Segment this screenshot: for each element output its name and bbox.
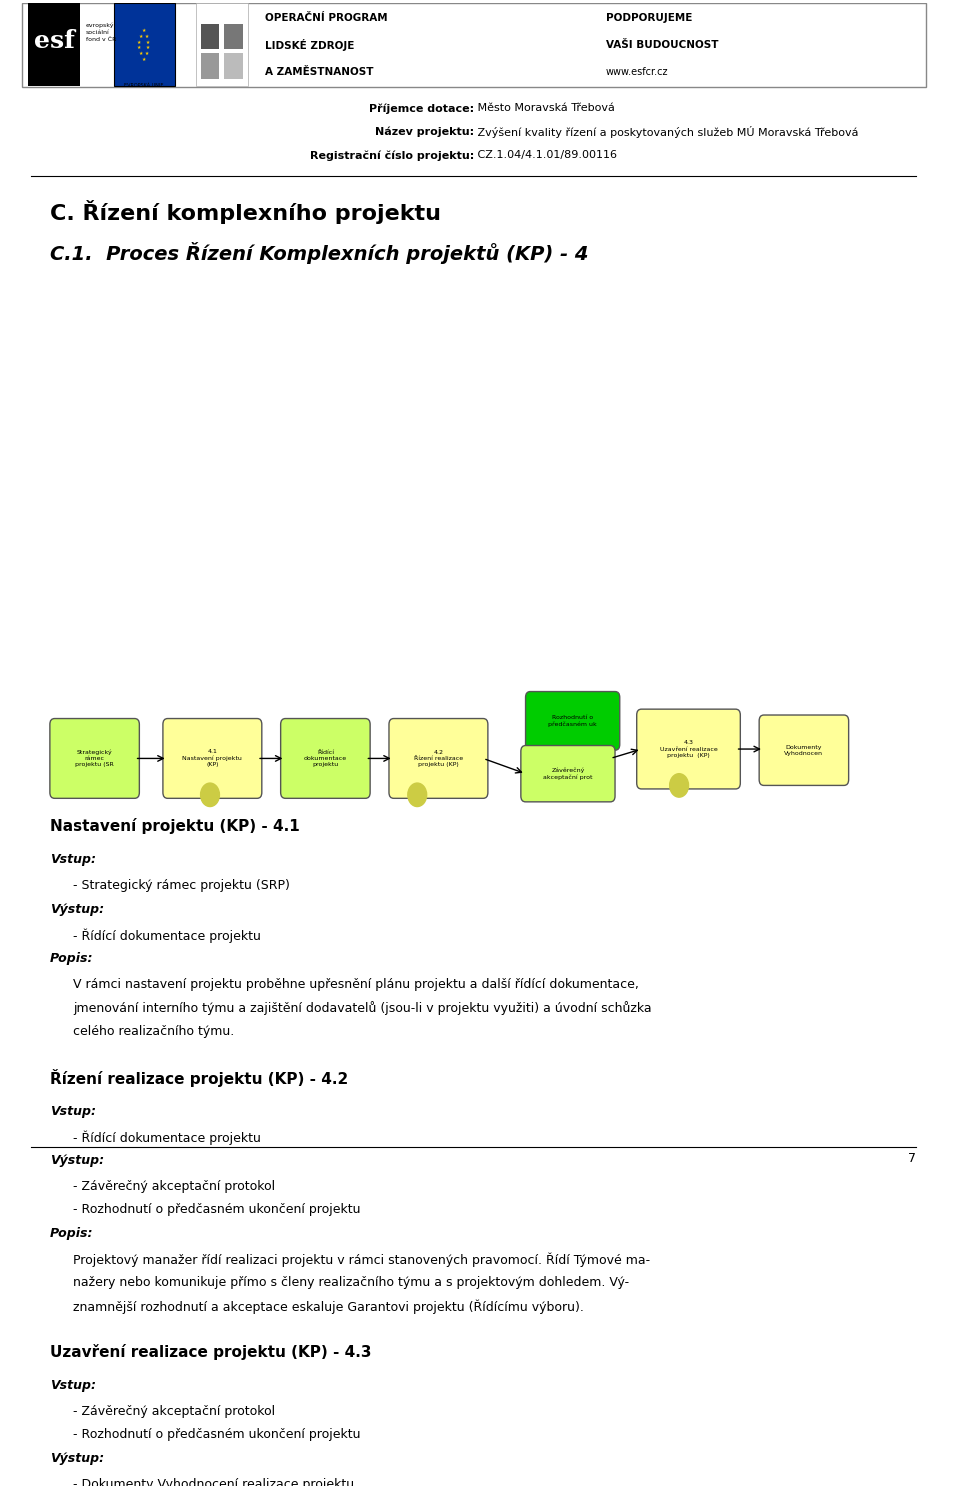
Text: celého realizačního týmu.: celého realizačního týmu.: [73, 1025, 234, 1037]
Text: Příjemce dotace:: Příjemce dotace:: [369, 103, 473, 113]
Text: - Strategický rámec projektu (SRP): - Strategický rámec projektu (SRP): [73, 880, 290, 892]
Bar: [22, 3, 925, 88]
Text: - Dokumenty Vyhodnocení realizace projektu: - Dokumenty Vyhodnocení realizace projek…: [73, 1477, 354, 1486]
Text: VAŠI BUDOUCNOST: VAŠI BUDOUCNOST: [606, 40, 718, 51]
Text: Výstup:: Výstup:: [50, 903, 104, 915]
Text: esf: esf: [34, 28, 75, 53]
Text: Závěrečný
akceptační prot: Závěrečný akceptační prot: [543, 767, 592, 780]
Text: 4.3
Uzavření realizace
projektu  (KP): 4.3 Uzavření realizace projektu (KP): [660, 740, 717, 758]
Text: Výstup:: Výstup:: [50, 1452, 104, 1465]
Text: - Řídící dokumentace projektu: - Řídící dokumentace projektu: [73, 1131, 261, 1144]
Text: Řídící
dokumentace
projektu: Řídící dokumentace projektu: [303, 750, 347, 767]
Text: Město Moravská Třebová: Město Moravská Třebová: [473, 104, 614, 113]
Text: Popis:: Popis:: [50, 1226, 93, 1239]
Text: Vstup:: Vstup:: [50, 853, 96, 866]
Bar: [224, 53, 243, 79]
Text: 4.2
Řízení realizace
projektu (KP): 4.2 Řízení realizace projektu (KP): [414, 750, 463, 767]
Text: Dokumenty
Vyhodnocen: Dokumenty Vyhodnocen: [784, 744, 824, 756]
Text: Strategický
rámec
projektu (SR: Strategický rámec projektu (SR: [75, 749, 114, 767]
Text: jmenování interního týmu a zajištění dodavatelů (jsou-li v projektu využiti) a ú: jmenování interního týmu a zajištění dod…: [73, 1002, 652, 1015]
Bar: [196, 3, 248, 86]
Text: - Řídící dokumentace projektu: - Řídící dokumentace projektu: [73, 929, 261, 944]
Text: www.esfcr.cz: www.esfcr.cz: [606, 67, 668, 77]
Text: Vstup:: Vstup:: [50, 1104, 96, 1117]
FancyBboxPatch shape: [521, 746, 615, 802]
Text: CZ.1.04/4.1.01/89.00116: CZ.1.04/4.1.01/89.00116: [473, 150, 616, 160]
FancyBboxPatch shape: [163, 719, 262, 798]
Circle shape: [670, 774, 688, 796]
Text: Název projektu:: Název projektu:: [374, 126, 473, 137]
Text: OPERAČNÍ PROGRAM: OPERAČNÍ PROGRAM: [265, 13, 387, 22]
FancyBboxPatch shape: [50, 719, 139, 798]
Text: EVROPSKÁ UNIE: EVROPSKÁ UNIE: [124, 83, 164, 88]
Text: - Rozhodnutí o předčasném ukončení projektu: - Rozhodnutí o předčasném ukončení proje…: [73, 1204, 361, 1216]
Text: ★
★ ★
★   ★
★   ★
★ ★
★: ★ ★ ★ ★ ★ ★ ★ ★ ★ ★: [137, 28, 151, 62]
FancyBboxPatch shape: [389, 719, 488, 798]
Text: - Rozhodnutí o předčasném ukončení projektu: - Rozhodnutí o předčasném ukončení proje…: [73, 1428, 361, 1441]
Text: evropský
sociální
fond v ČR: evropský sociální fond v ČR: [85, 22, 116, 42]
Text: Registrační číslo projektu:: Registrační číslo projektu:: [309, 150, 473, 160]
Text: A ZAMĚSTNANOST: A ZAMĚSTNANOST: [265, 67, 373, 77]
Text: Zvýšení kvality řízení a poskytovaných služeb MÚ Moravská Třebová: Zvýšení kvality řízení a poskytovaných s…: [473, 126, 858, 138]
Text: PODPORUJEME: PODPORUJEME: [606, 13, 692, 22]
Text: Výstup:: Výstup:: [50, 1153, 104, 1167]
FancyBboxPatch shape: [525, 691, 620, 750]
Text: nažery nebo komunikuje přímo s členy realizačního týmu a s projektovým dohledem.: nažery nebo komunikuje přímo s členy rea…: [73, 1276, 630, 1288]
FancyBboxPatch shape: [636, 709, 740, 789]
Text: Rozhodnutí o
předčasném uk: Rozhodnutí o předčasném uk: [548, 715, 597, 727]
Text: LIDSKÉ ZDROJE: LIDSKÉ ZDROJE: [265, 39, 354, 51]
Text: 4.1
Nastavení projektu
(KP): 4.1 Nastavení projektu (KP): [182, 749, 242, 767]
Text: 7: 7: [908, 1152, 917, 1165]
Bar: [201, 53, 220, 79]
Text: znamnější rozhodnutí a akceptace eskaluje Garantovi projektu (Řídícímu výboru).: znamnější rozhodnutí a akceptace eskaluj…: [73, 1299, 585, 1314]
FancyBboxPatch shape: [759, 715, 849, 786]
Circle shape: [408, 783, 426, 807]
FancyBboxPatch shape: [280, 719, 371, 798]
Bar: [114, 3, 175, 86]
Text: Vstup:: Vstup:: [50, 1379, 96, 1392]
Text: C. Řízení komplexního projektu: C. Řízení komplexního projektu: [50, 199, 441, 223]
Bar: [224, 24, 243, 49]
Text: Nastavení projektu (KP) - 4.1: Nastavení projektu (KP) - 4.1: [50, 819, 300, 834]
Circle shape: [201, 783, 220, 807]
Text: Uzavření realizace projektu (KP) - 4.3: Uzavření realizace projektu (KP) - 4.3: [50, 1343, 372, 1360]
Text: V rámci nastavení projektu proběhne upřesnění plánu projektu a další řídící doku: V rámci nastavení projektu proběhne upře…: [73, 978, 639, 991]
Bar: [201, 24, 220, 49]
Bar: [28, 3, 80, 86]
Text: Popis:: Popis:: [50, 953, 93, 964]
Text: - Závěrečný akceptační protokol: - Závěrečný akceptační protokol: [73, 1404, 276, 1418]
Text: - Závěrečný akceptační protokol: - Závěrečný akceptační protokol: [73, 1180, 276, 1193]
Text: Řízení realizace projektu (KP) - 4.2: Řízení realizace projektu (KP) - 4.2: [50, 1070, 348, 1088]
Text: Projektový manažer řídí realizaci projektu v rámci stanovených pravomocí. Řídí T: Projektový manažer řídí realizaci projek…: [73, 1253, 651, 1268]
Text: C.1.  Proces Řízení Komplexních projektů (KP) - 4: C.1. Proces Řízení Komplexních projektů …: [50, 242, 588, 263]
